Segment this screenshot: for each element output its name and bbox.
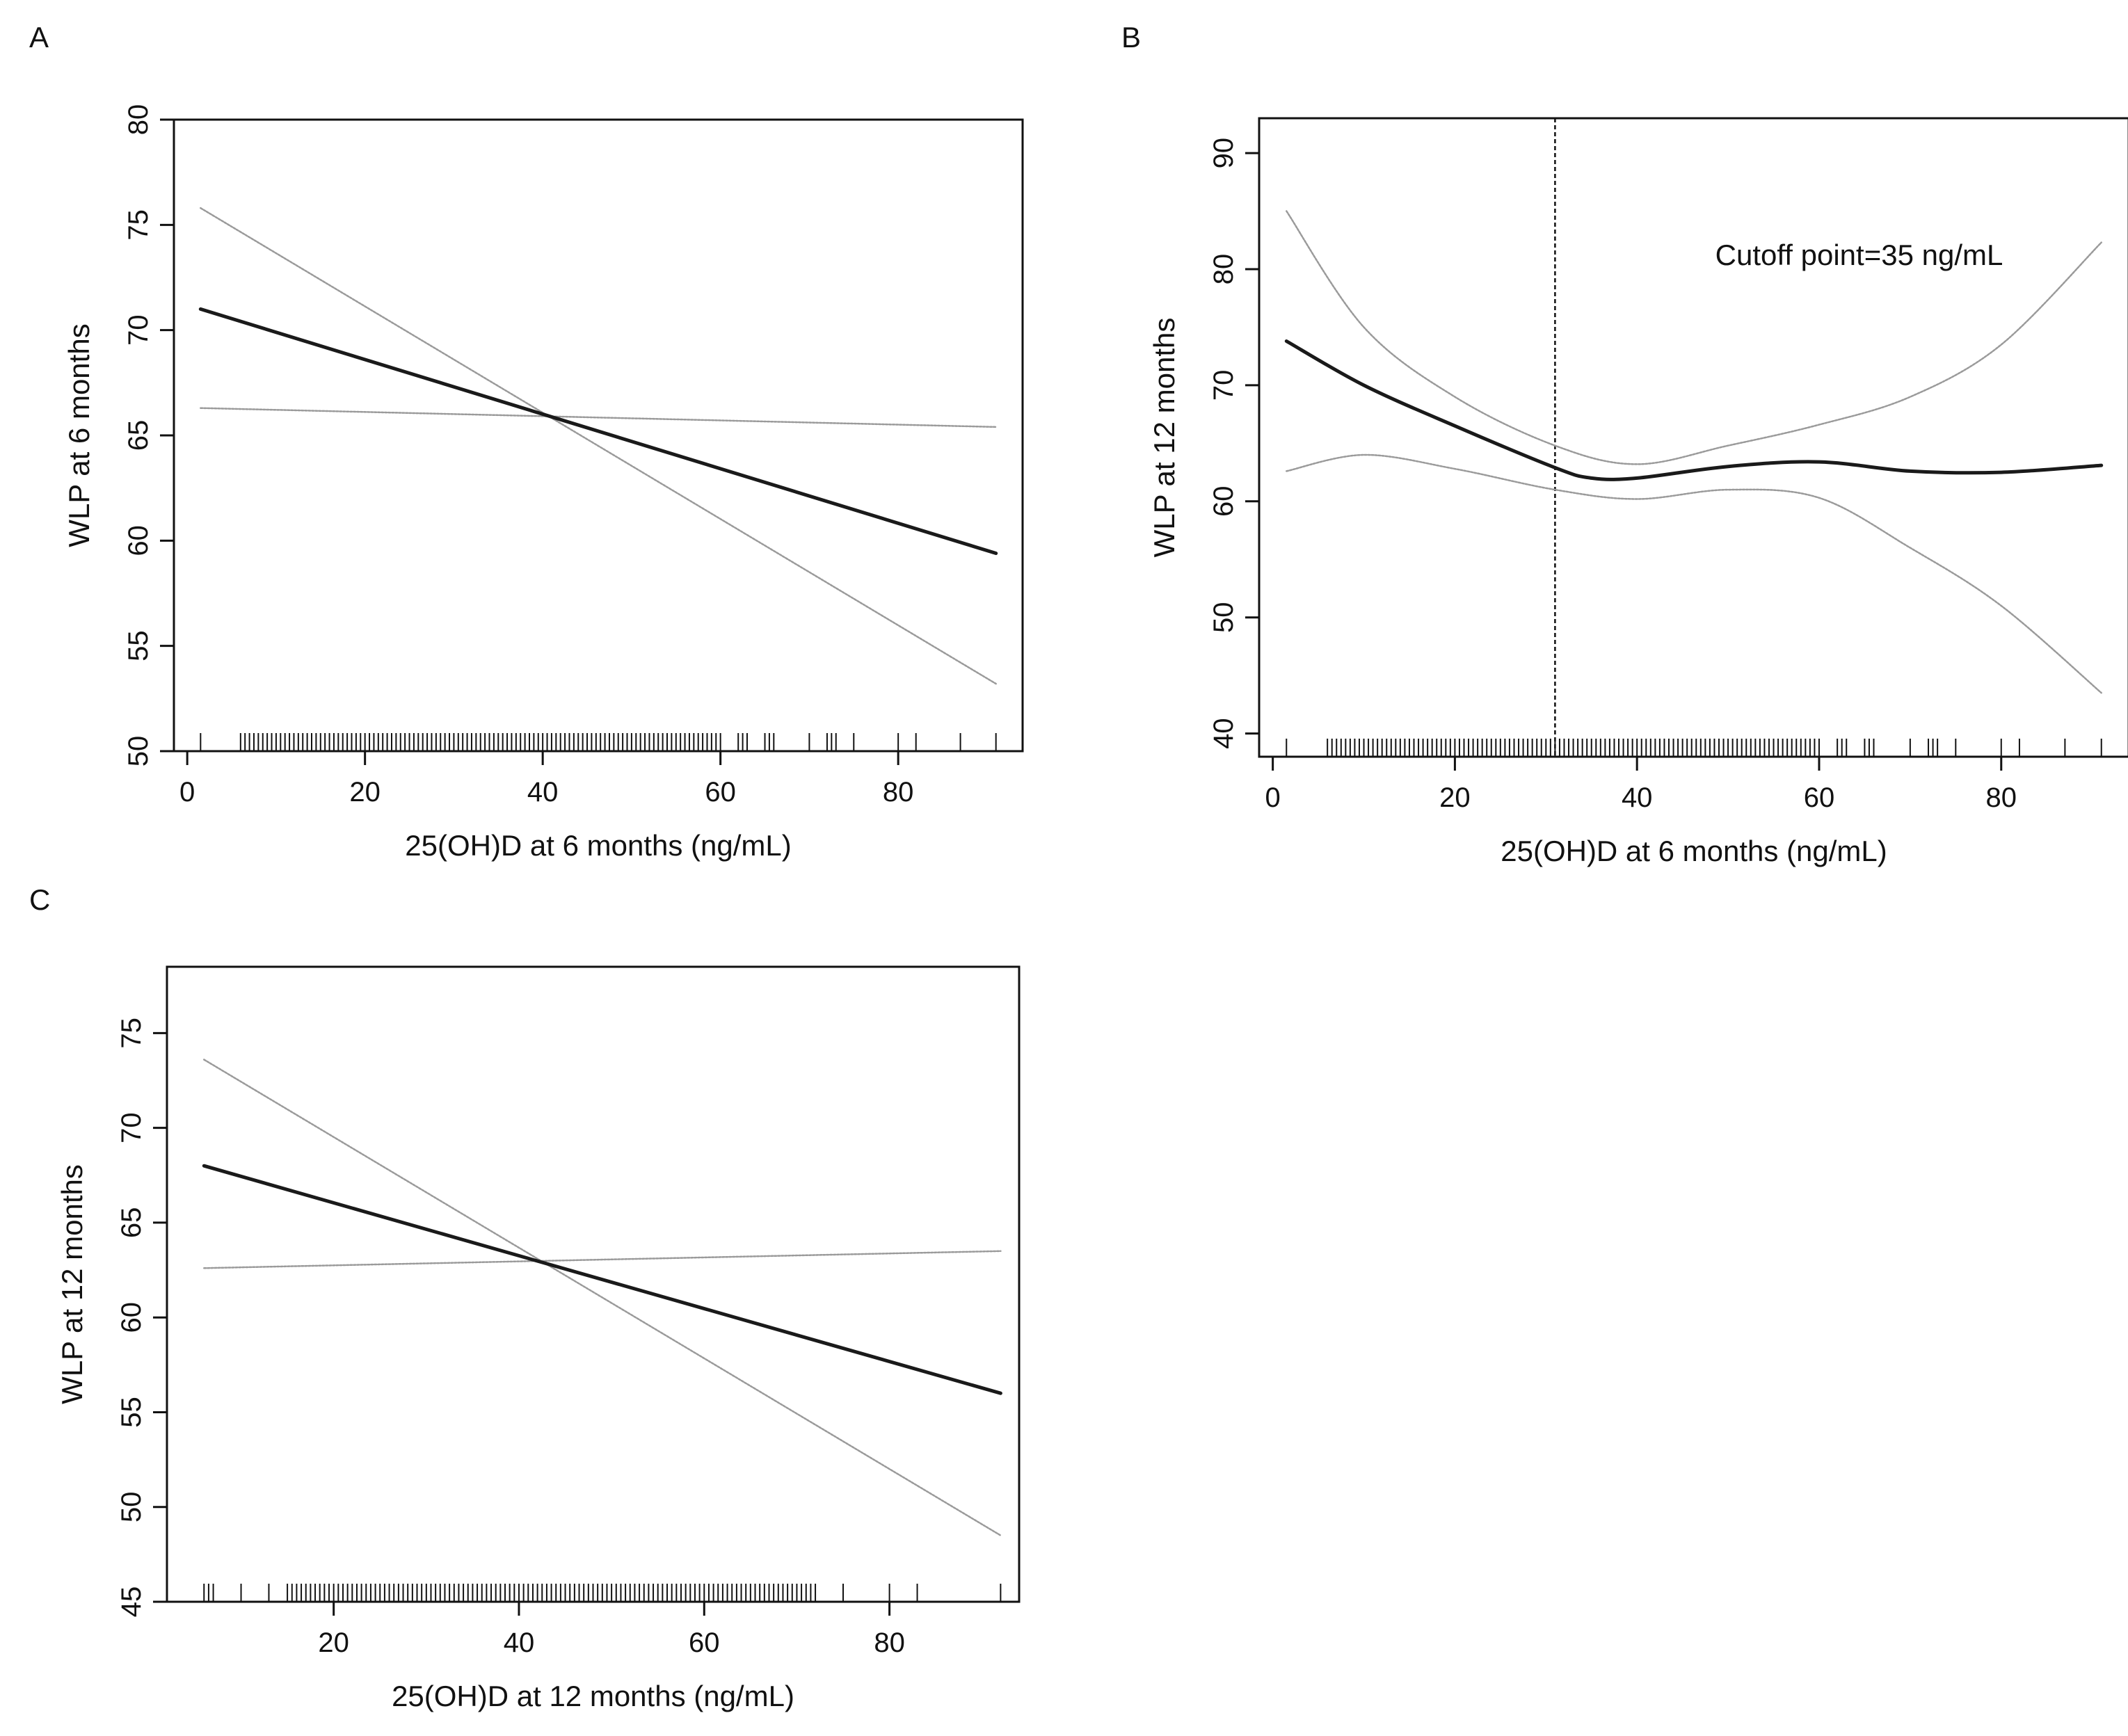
panel-b-y-tick-label: 40 <box>1208 718 1239 749</box>
panel-c-x-axis-label: 25(OH)D at 12 months (ng/mL) <box>392 1680 794 1712</box>
panel-c-plot-frame <box>166 965 1021 1603</box>
panel-a-y-tick-label: 50 <box>123 736 154 767</box>
panel-b-annotation: Cutoff point=35 ng/mL <box>1715 239 2003 271</box>
panel-c-ci-line <box>203 1059 1002 1536</box>
panel-a-y-tick-label: 70 <box>123 314 154 346</box>
panel-letter-c: C <box>29 883 51 916</box>
panel-c-y-tick-label: 75 <box>116 1018 147 1049</box>
panel-a-fit-line <box>198 307 998 555</box>
panel-b-x-tick-label: 40 <box>1622 782 1653 813</box>
panel-b-y-tick-label: 70 <box>1208 370 1239 401</box>
panel-a-x-axis-label: 25(OH)D at 6 months (ng/mL) <box>405 829 792 862</box>
panel-b-y-tick-label: 90 <box>1208 138 1239 169</box>
panel-letter-a: A <box>29 21 49 54</box>
panel-c-y-tick-label: 50 <box>116 1491 147 1522</box>
panel-a-ci-line <box>200 207 997 685</box>
panel-b-x-axis-label: 25(OH)D at 6 months (ng/mL) <box>1501 835 1887 867</box>
panel-a-ci-line <box>200 407 997 428</box>
panel-b-x-tick-label: 0 <box>1265 782 1281 813</box>
chart-panel-b: 0 20 40 60 80 40 50 60 70 80 90 25(OH)D at 6 months… <box>1148 117 2128 867</box>
panel-c-x-tick-label: 80 <box>874 1628 905 1658</box>
panel-b-ci-line <box>1286 453 2102 694</box>
panel-c-fit-line <box>202 1164 1002 1395</box>
panel-b-x-tick-label: 80 <box>1986 782 2017 813</box>
panel-b-y-tick-label: 80 <box>1208 254 1239 285</box>
panel-c-y-axis-label: WLP at 12 months <box>56 1164 88 1404</box>
panel-a-y-tick-label: 60 <box>123 525 154 556</box>
chart-panel-a: 0 20 40 60 80 50 55 60 65 70 75 80 25(OH)D at 6 mont… <box>63 104 1024 862</box>
panel-a-x-tick-label: 40 <box>527 777 559 807</box>
panel-b-fit-line <box>1284 339 2104 481</box>
panel-c-y-tick-label: 55 <box>116 1397 147 1428</box>
panel-a-y-axis-label: WLP at 6 months <box>63 323 95 547</box>
chart-panel-c: 20 40 60 80 45 50 55 60 65 70 75 25(OH)D at 12 mont… <box>56 965 1021 1712</box>
panel-b-ci-line <box>1286 210 2102 465</box>
panel-c-x-tick-label: 60 <box>689 1628 720 1658</box>
panel-c-y-tick-label: 70 <box>116 1112 147 1143</box>
panel-b-y-axis-label: WLP at 12 months <box>1148 318 1181 558</box>
panel-a-x-tick-label: 60 <box>705 777 736 807</box>
panel-b-y-tick-label: 50 <box>1208 602 1239 633</box>
panel-a-x-tick-label: 80 <box>883 777 914 807</box>
panel-b-y-tick-label: 60 <box>1208 486 1239 517</box>
panel-c-y-tick-label: 65 <box>116 1207 147 1239</box>
panel-c-y-tick-label: 60 <box>116 1302 147 1333</box>
panel-c-ci-line <box>203 1250 1002 1269</box>
panel-a-plot-frame <box>173 118 1024 753</box>
panel-a-y-tick-label: 55 <box>123 630 154 661</box>
panel-b-x-tick-label: 20 <box>1439 782 1471 813</box>
panel-a-y-tick-label: 65 <box>123 420 154 451</box>
panel-c-x-tick-label: 40 <box>504 1628 535 1658</box>
panel-b-x-tick-label: 60 <box>1804 782 1835 813</box>
panel-c-y-tick-label: 45 <box>116 1586 147 1618</box>
panel-a-x-tick-label: 20 <box>349 777 381 807</box>
panel-b-plot-frame <box>1258 117 2128 758</box>
panel-c-x-tick-label: 20 <box>318 1628 349 1658</box>
panel-a-y-tick-label: 75 <box>123 209 154 241</box>
panel-a-y-tick-label: 80 <box>123 104 154 136</box>
panel-letter-b: B <box>1121 21 1142 54</box>
panel-a-x-tick-label: 0 <box>179 777 195 807</box>
